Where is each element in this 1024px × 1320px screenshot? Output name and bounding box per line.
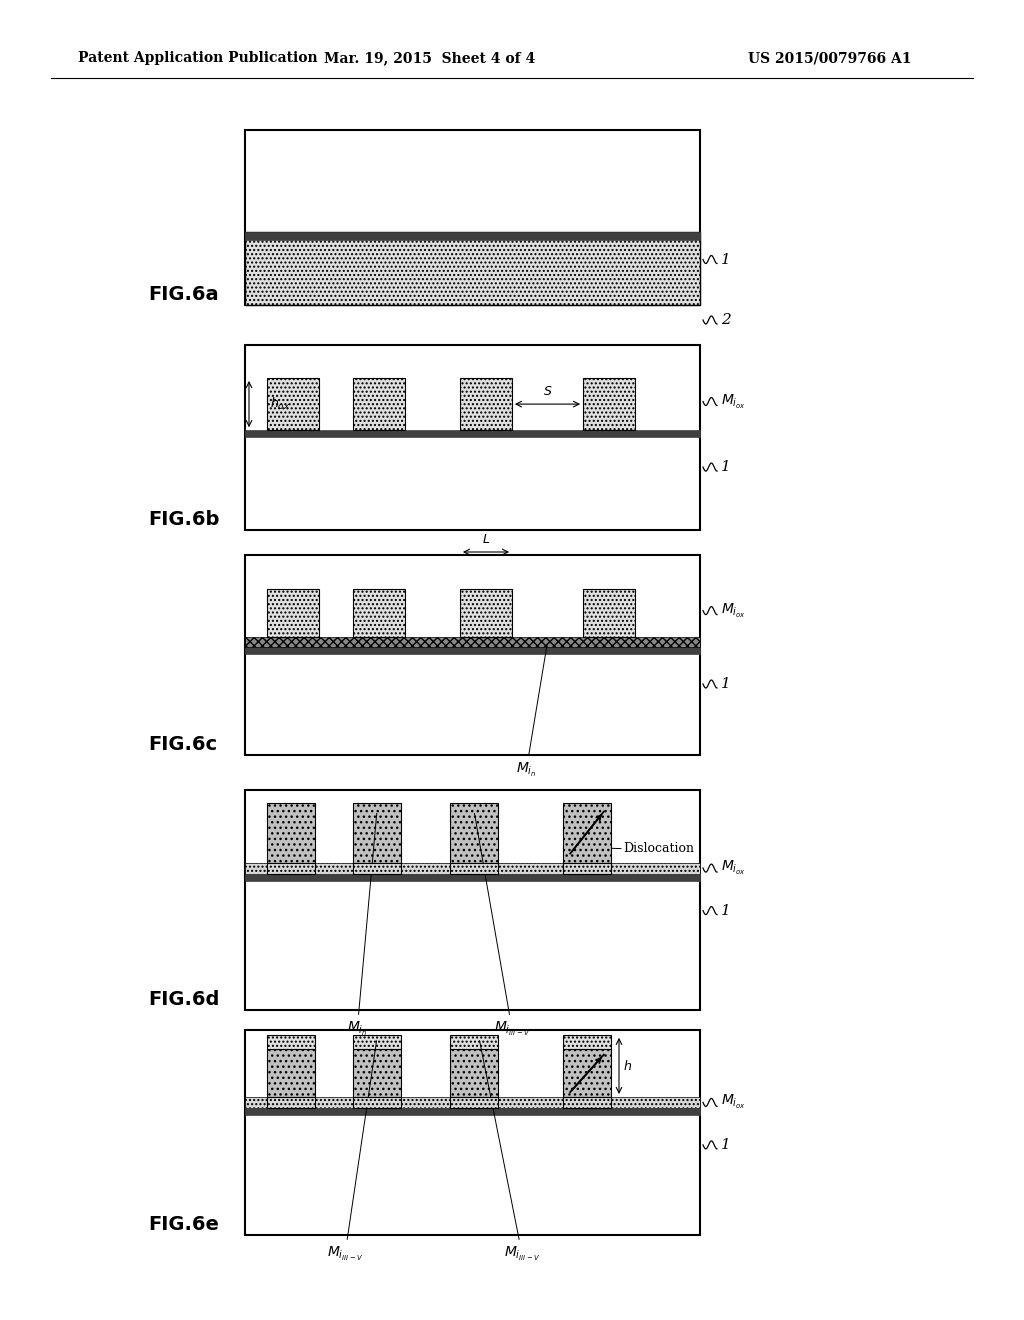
Bar <box>267 378 319 430</box>
Bar <box>245 430 700 437</box>
Bar <box>450 1035 498 1049</box>
Bar <box>245 231 700 239</box>
Text: US 2015/0079766 A1: US 2015/0079766 A1 <box>749 51 911 65</box>
Bar <box>267 1049 315 1097</box>
Text: $M_{i_{ox}}$: $M_{i_{ox}}$ <box>721 1093 745 1111</box>
Bar <box>245 129 700 305</box>
Bar <box>563 1035 611 1049</box>
Text: 1: 1 <box>721 461 731 474</box>
Text: FIG.6c: FIG.6c <box>148 735 217 754</box>
Text: $M_{i_{ox}}$: $M_{i_{ox}}$ <box>721 602 745 619</box>
Bar <box>245 789 700 1010</box>
Bar <box>267 803 315 862</box>
Text: $M_{i_{ox}}$: $M_{i_{ox}}$ <box>721 859 745 878</box>
Bar <box>450 1097 498 1107</box>
Bar <box>583 589 635 638</box>
Text: $S$: $S$ <box>543 385 552 399</box>
Text: Dislocation: Dislocation <box>623 842 694 855</box>
Bar <box>353 589 406 638</box>
Bar <box>450 1049 498 1097</box>
Bar <box>563 803 611 862</box>
Text: $M_{i_{III-V}}$: $M_{i_{III-V}}$ <box>474 813 530 1038</box>
Bar <box>353 1035 401 1049</box>
Bar <box>460 378 512 430</box>
Bar <box>353 378 406 430</box>
Bar <box>245 1107 700 1115</box>
Text: $L$: $L$ <box>482 533 490 546</box>
Text: 1: 1 <box>721 252 731 267</box>
Bar <box>267 1097 315 1107</box>
Text: FIG.6b: FIG.6b <box>148 510 219 529</box>
Bar <box>353 1049 401 1097</box>
Bar <box>245 638 700 647</box>
Bar <box>245 862 700 874</box>
Bar <box>460 589 512 638</box>
Text: 2: 2 <box>721 313 731 327</box>
Text: $M_{i_{ox}}$: $M_{i_{ox}}$ <box>721 392 745 411</box>
Bar <box>245 1097 700 1107</box>
Bar <box>563 1049 611 1097</box>
Text: FIG.6d: FIG.6d <box>148 990 219 1008</box>
Text: 1: 1 <box>721 1138 731 1152</box>
Text: $h_{ox}$: $h_{ox}$ <box>270 396 291 412</box>
Text: FIG.6a: FIG.6a <box>148 285 219 304</box>
Bar <box>353 803 401 862</box>
Text: 1: 1 <box>721 904 731 917</box>
Bar <box>267 589 319 638</box>
Bar <box>267 1035 315 1049</box>
Bar <box>245 647 700 653</box>
Bar <box>267 862 315 874</box>
Text: $M_{i_n}$: $M_{i_n}$ <box>516 644 547 779</box>
Text: $M_{i_{III-V}}$: $M_{i_{III-V}}$ <box>479 1040 540 1263</box>
Bar <box>245 1030 700 1236</box>
Text: Patent Application Publication: Patent Application Publication <box>78 51 317 65</box>
Text: $h$: $h$ <box>623 1059 632 1073</box>
Bar <box>450 862 498 874</box>
Text: $M_{i_{III-V}}$: $M_{i_{III-V}}$ <box>327 1040 377 1263</box>
Text: $M_{i_n}$: $M_{i_n}$ <box>347 813 377 1038</box>
Bar <box>353 862 401 874</box>
Bar <box>450 803 498 862</box>
Text: 1: 1 <box>721 677 731 690</box>
Bar <box>583 378 635 430</box>
Bar <box>353 1097 401 1107</box>
Bar <box>563 1097 611 1107</box>
Text: FIG.6e: FIG.6e <box>148 1214 219 1234</box>
Bar <box>245 874 700 880</box>
Bar <box>563 862 611 874</box>
Text: Mar. 19, 2015  Sheet 4 of 4: Mar. 19, 2015 Sheet 4 of 4 <box>325 51 536 65</box>
Bar <box>245 345 700 531</box>
Bar <box>245 231 700 305</box>
Bar <box>245 554 700 755</box>
